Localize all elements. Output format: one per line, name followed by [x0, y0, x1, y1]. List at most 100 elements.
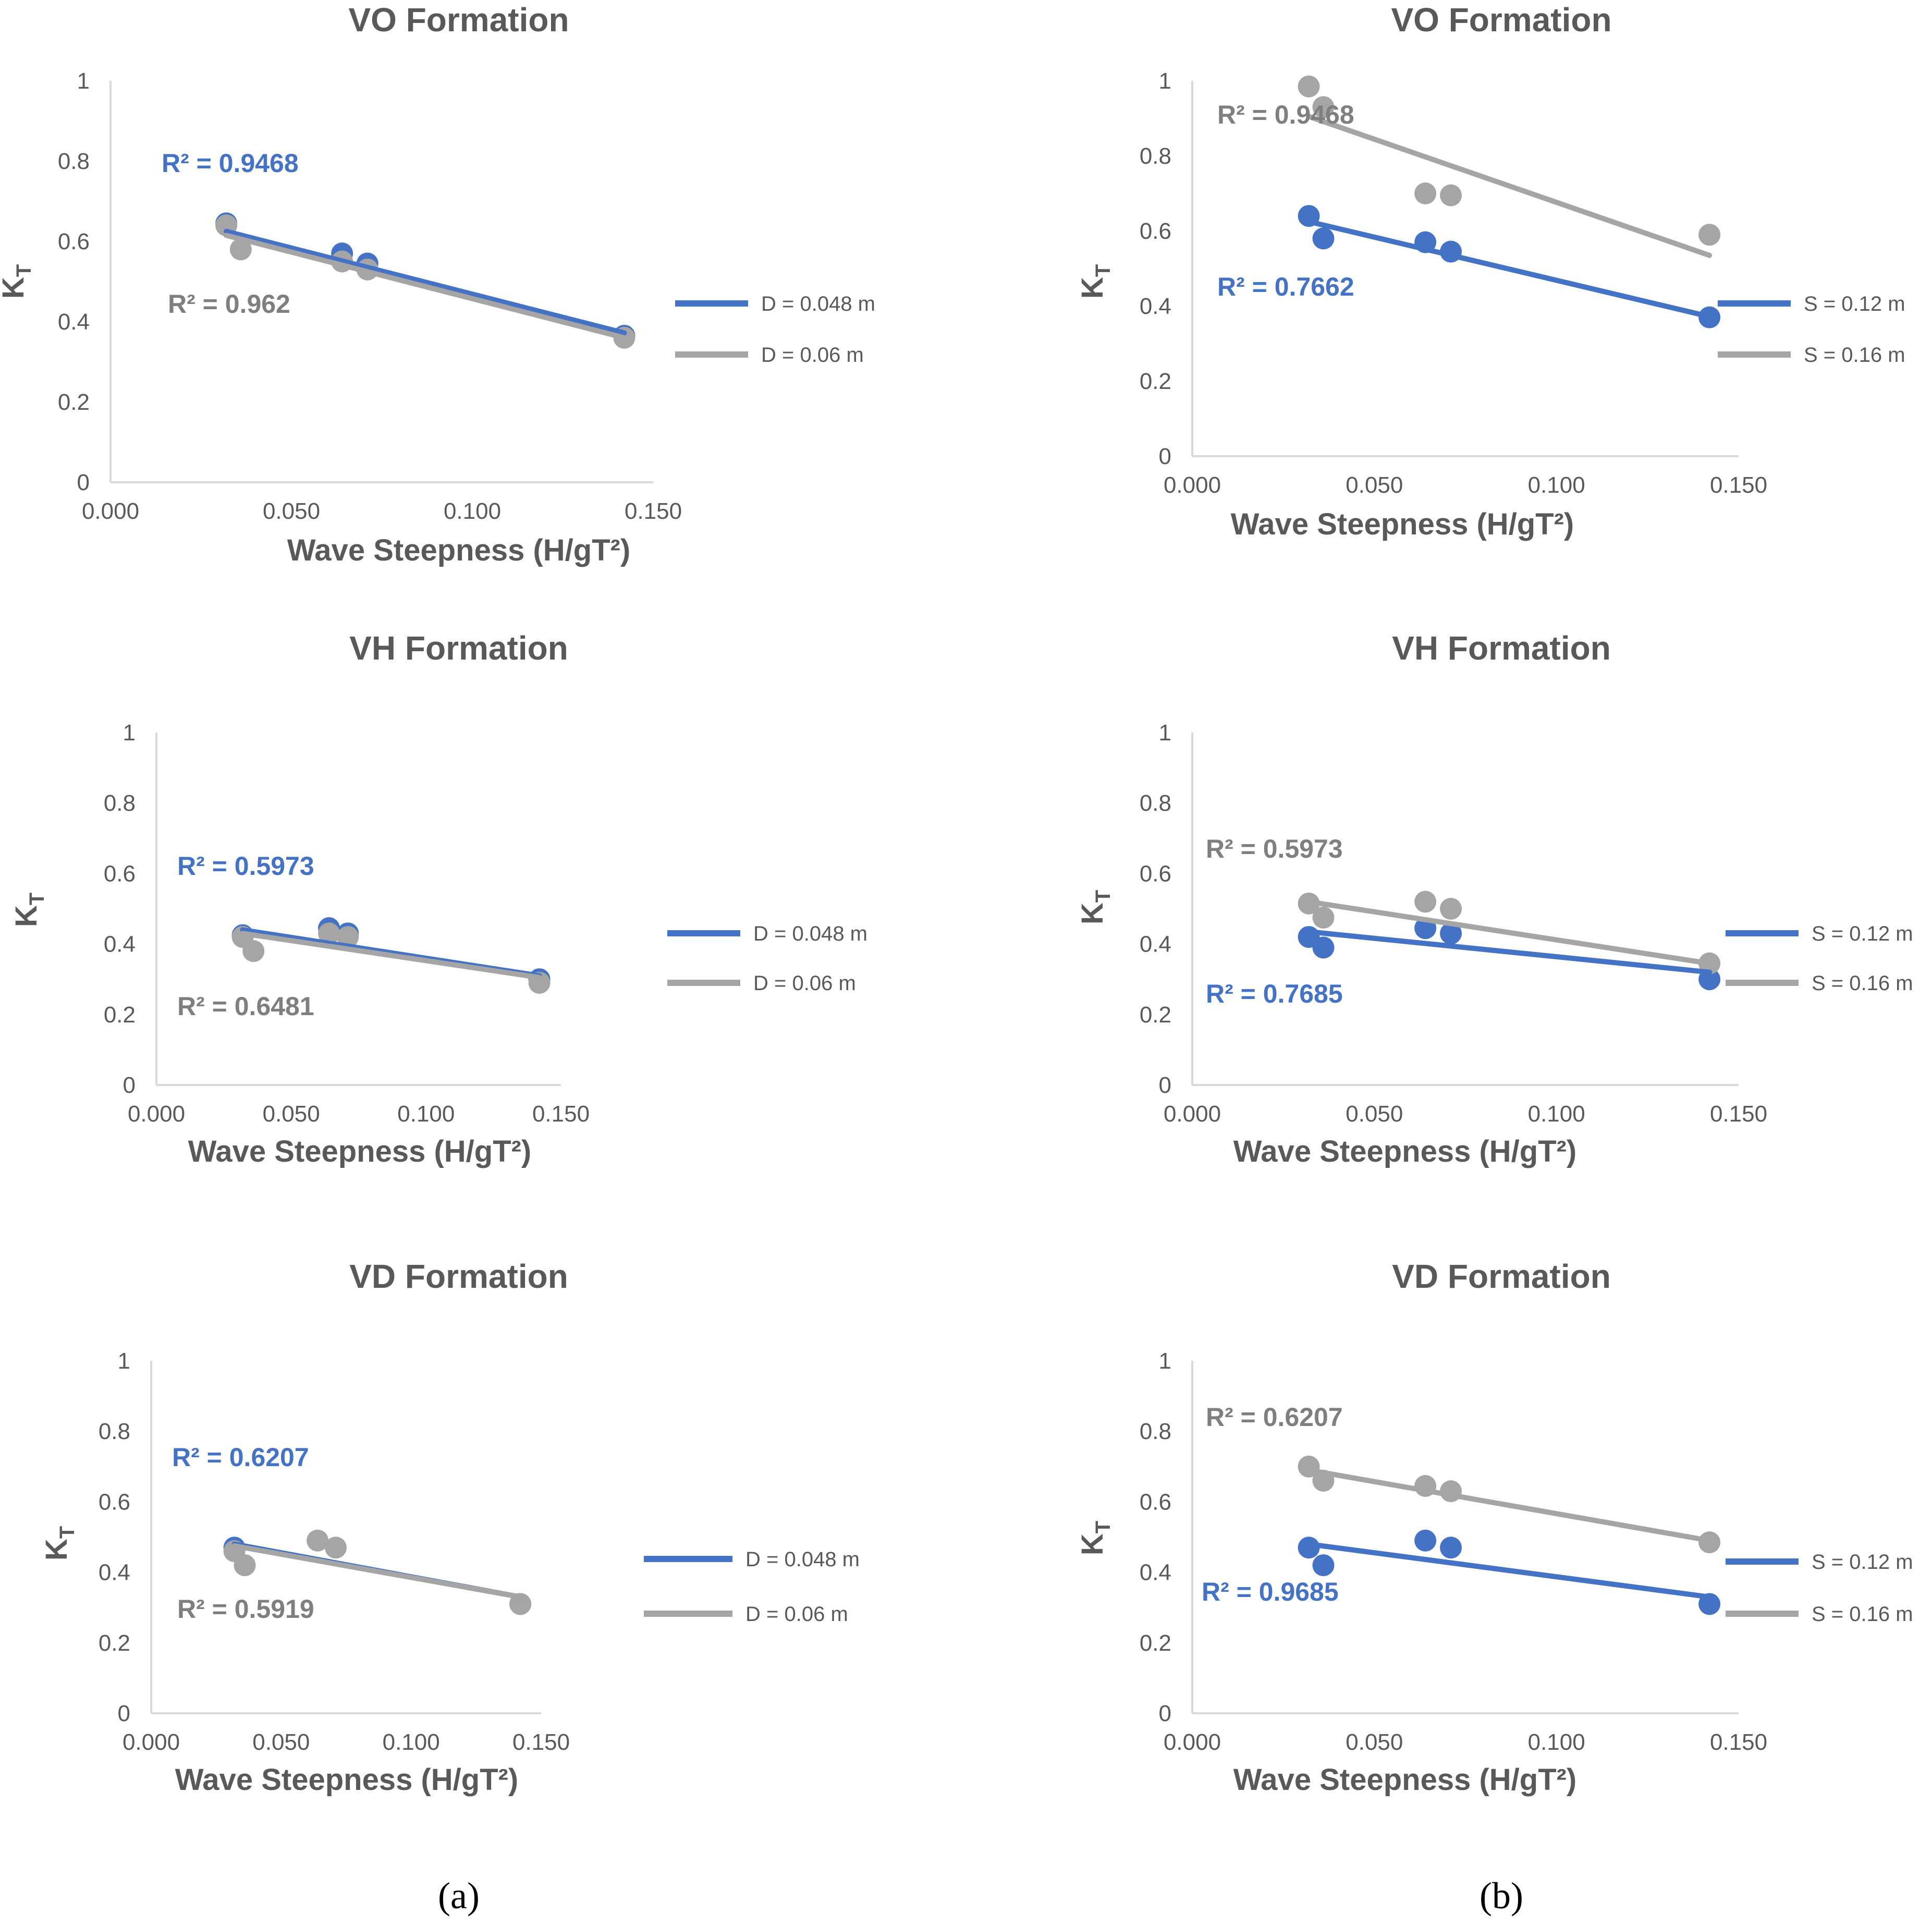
- y-tick-label: 1: [1159, 68, 1171, 94]
- r2-annotation: R² = 0.7662: [1217, 272, 1354, 301]
- y-tick-label: 0.2: [58, 389, 90, 415]
- y-axis-label: KT: [0, 264, 35, 299]
- chart-1: VO Formation 0 0.2 0.4 0.6 0.8 1 0.000 0.050 0.10…: [0, 1, 875, 567]
- y-axis-label: KT: [1075, 1521, 1115, 1555]
- series-b: [1298, 75, 1721, 246]
- y-tick-label: 0.8: [1140, 790, 1171, 816]
- r2-annotation: R² = 0.9468: [162, 149, 299, 178]
- chart-6: VD Formation 0 0.2 0.4 0.6 0.8 1 0.000 0.050 0.10…: [1075, 1258, 1913, 1797]
- y-tick-label: 1: [123, 720, 136, 746]
- x-tick-label: 0.100: [1528, 1729, 1585, 1755]
- legend-label: D = 0.06 m: [761, 344, 864, 367]
- x-tick-label: 0.050: [1346, 1729, 1403, 1755]
- y-tick-label: 0.8: [1140, 1419, 1171, 1444]
- series-b: [223, 1529, 532, 1615]
- chart-2: VO Formation 0 0.2 0.4 0.6 0.8 1 0.000 0.050 0.10…: [1075, 1, 1905, 541]
- chart-title: VD Formation: [349, 1258, 568, 1295]
- data-point: [242, 940, 265, 962]
- legend-label: S = 0.12 m: [1812, 1551, 1913, 1574]
- r2-annotation: R² = 0.7685: [1206, 979, 1343, 1008]
- panel-label-b: (b): [1479, 1875, 1523, 1917]
- r2-annotation: R² = 0.962: [168, 289, 290, 319]
- data-point: [1298, 75, 1320, 97]
- chart-title: VO Formation: [1391, 1, 1611, 39]
- chart-4: VH Formation 0 0.2 0.4 0.6 0.8 1 0.000 0.050 0.10…: [1075, 629, 1913, 1168]
- y-tick-label: 0.6: [1140, 861, 1171, 886]
- r2-annotation: R² = 0.9685: [1202, 1577, 1339, 1606]
- data-point: [1298, 1537, 1320, 1559]
- data-point: [318, 922, 340, 945]
- y-tick-label: 0.4: [1140, 294, 1171, 319]
- data-point: [1440, 1537, 1462, 1559]
- data-point: [1312, 906, 1335, 929]
- y-tick-label: 0.6: [99, 1489, 130, 1515]
- y-tick-label: 0.6: [104, 861, 136, 886]
- x-tick-label: 0.000: [1164, 472, 1221, 498]
- series-a: [1298, 917, 1721, 991]
- y-tick-label: 0.8: [58, 149, 90, 174]
- x-axis-label: Wave Steepness (H/gT²): [1233, 1763, 1577, 1797]
- y-tick-label: 0.4: [99, 1560, 130, 1586]
- data-point: [1414, 891, 1437, 913]
- y-tick-label: 0: [123, 1072, 136, 1098]
- data-point: [1440, 898, 1462, 920]
- chart-title: VH Formation: [1392, 629, 1611, 667]
- data-point: [337, 926, 359, 948]
- y-tick-label: 1: [77, 68, 90, 94]
- legend-label: D = 0.048 m: [745, 1548, 860, 1571]
- y-tick-label: 0.6: [1140, 1489, 1171, 1515]
- data-point: [1312, 227, 1335, 250]
- x-tick-label: 0.050: [1346, 1101, 1403, 1127]
- trendline: [240, 931, 542, 980]
- y-tick-label: 0.6: [58, 229, 90, 254]
- chart-title: VD Formation: [1392, 1258, 1611, 1295]
- y-axis-label: KT: [9, 893, 48, 927]
- x-tick-label: 0.100: [1528, 472, 1585, 498]
- data-point: [325, 1537, 347, 1559]
- y-tick-label: 0.2: [99, 1630, 130, 1656]
- y-tick-label: 0.4: [1140, 1560, 1171, 1586]
- y-tick-label: 0: [1159, 1072, 1171, 1098]
- x-tick-label: 0.100: [397, 1101, 455, 1127]
- x-tick-label: 0.050: [252, 1729, 310, 1755]
- y-tick-label: 1: [1159, 720, 1171, 746]
- x-tick-label: 0.050: [263, 1101, 320, 1127]
- trendline: [224, 233, 627, 340]
- panel-label-a: (a): [438, 1875, 480, 1917]
- trendline: [1306, 899, 1713, 966]
- x-tick-label: 0.150: [512, 1729, 570, 1755]
- legend-label: D = 0.048 m: [753, 922, 867, 945]
- chart-title: VH Formation: [349, 629, 568, 667]
- x-axis-label: Wave Steepness (H/gT²): [175, 1763, 519, 1797]
- legend-label: S = 0.16 m: [1812, 972, 1913, 995]
- x-tick-label: 0.100: [444, 498, 501, 524]
- trendline: [1306, 1467, 1713, 1543]
- x-tick-label: 0.000: [1164, 1101, 1221, 1127]
- trendline: [1306, 114, 1713, 258]
- legend-label: D = 0.06 m: [745, 1603, 848, 1626]
- data-point: [1414, 1529, 1437, 1552]
- y-tick-label: 0.4: [1140, 932, 1171, 957]
- x-tick-label: 0.050: [263, 498, 320, 524]
- legend-label: S = 0.16 m: [1812, 1603, 1913, 1626]
- data-point: [307, 1529, 329, 1552]
- r2-annotation: R² = 0.5919: [177, 1594, 314, 1624]
- y-axis-label: KT: [1075, 264, 1115, 299]
- y-tick-label: 0.2: [1140, 1002, 1171, 1028]
- legend-label: S = 0.12 m: [1812, 922, 1913, 945]
- y-tick-label: 0.2: [1140, 369, 1171, 394]
- x-tick-label: 0.000: [128, 1101, 185, 1127]
- y-tick-label: 0: [1159, 444, 1171, 469]
- x-tick-label: 0.000: [1164, 1729, 1221, 1755]
- x-tick-label: 0.150: [1710, 472, 1767, 498]
- legend-label: S = 0.16 m: [1804, 344, 1905, 367]
- legend-label: D = 0.048 m: [761, 292, 875, 315]
- y-tick-label: 1: [118, 1348, 130, 1374]
- data-point: [234, 1554, 256, 1577]
- y-tick-label: 1: [1159, 1348, 1171, 1374]
- trendline: [1306, 1541, 1713, 1600]
- r2-annotation: R² = 0.6207: [1206, 1403, 1343, 1432]
- y-tick-label: 0.4: [104, 932, 136, 957]
- y-tick-label: 0.8: [99, 1419, 130, 1444]
